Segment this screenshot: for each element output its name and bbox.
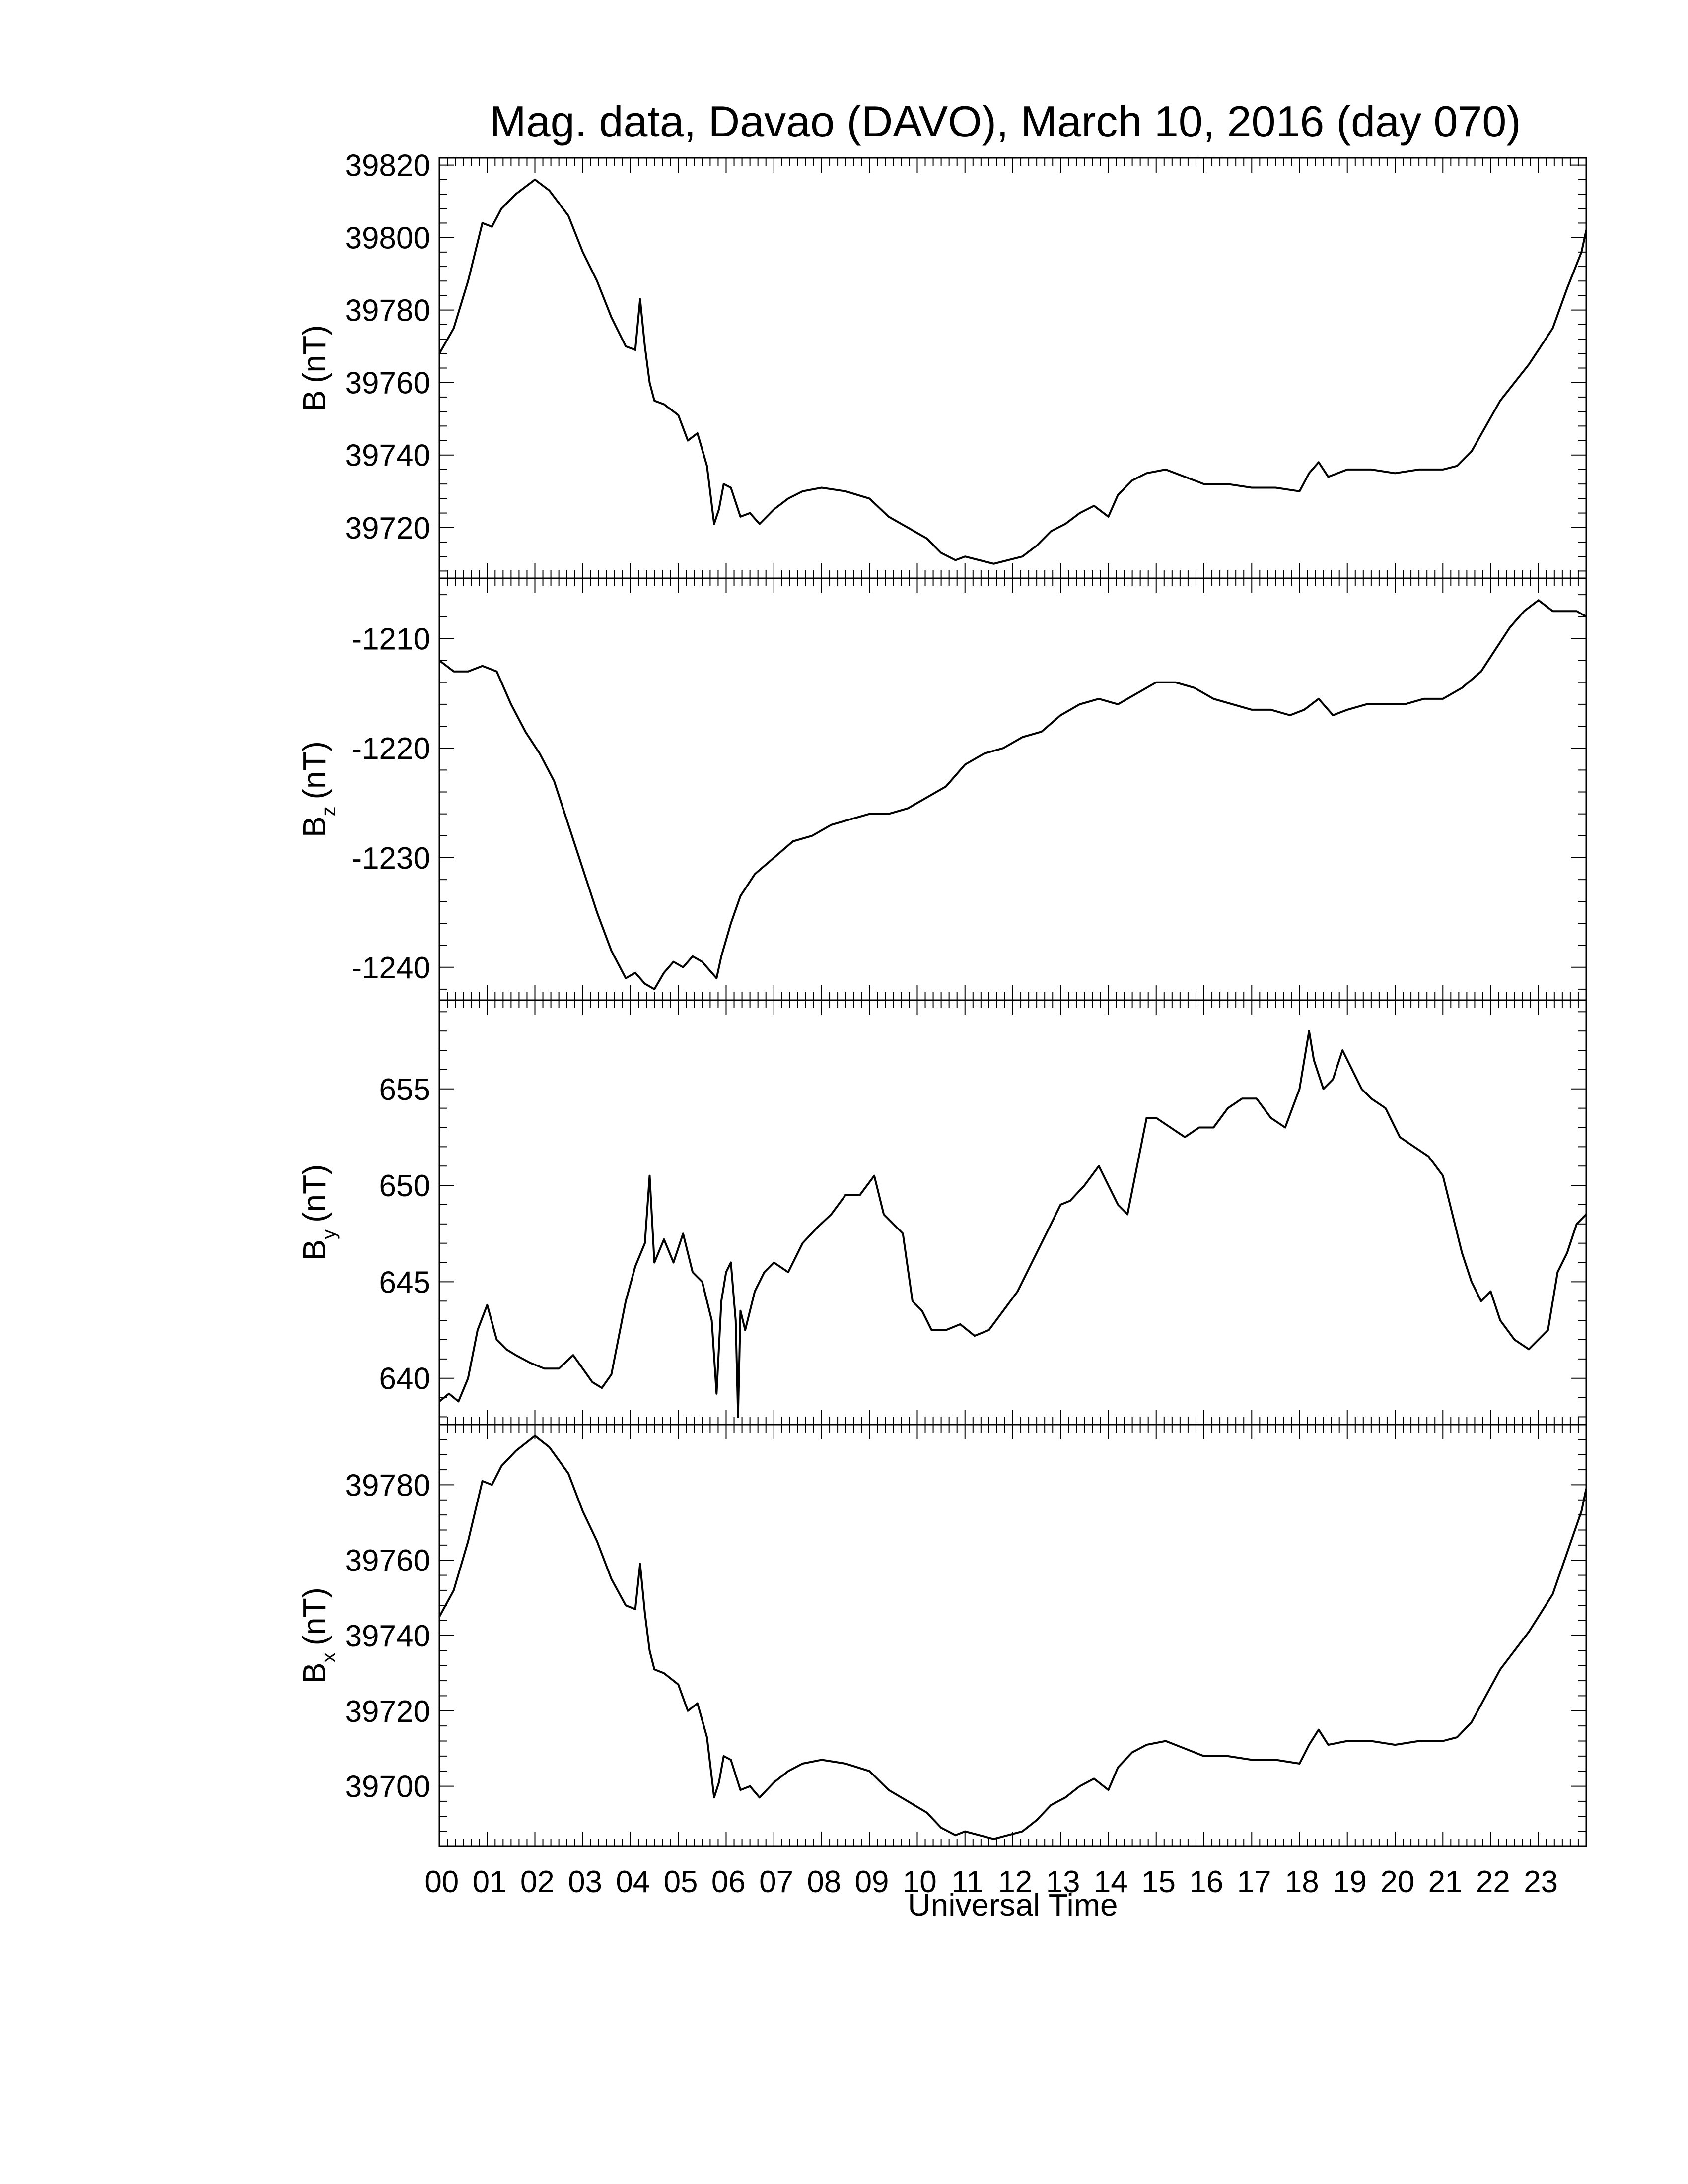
y-axis-label-symbol: B	[296, 390, 332, 411]
y-tick-label: 640	[379, 1362, 430, 1396]
y-tick-label: -1240	[352, 951, 430, 985]
y-tick-label: -1230	[352, 841, 430, 876]
y-axis-label-unit: (nT)	[296, 1587, 332, 1645]
panel-2: -1240 -1230 -1220 -1210 Bz (nT)	[296, 577, 1587, 1001]
y-axis-label-symbol: B	[296, 816, 332, 837]
y-tick-label: 39760	[345, 1544, 430, 1578]
y-tick-label: 645	[379, 1265, 430, 1299]
x-tick-label: 18	[1285, 1865, 1319, 1899]
x-tick-label: 03	[568, 1865, 602, 1899]
series-line	[438, 599, 1587, 990]
x-tick-label: 17	[1237, 1865, 1271, 1899]
x-tick-label: 06	[711, 1865, 746, 1899]
x-tick-label: 08	[807, 1865, 841, 1899]
panel-1: 39720 39740 39760 39780 39800 39820 B (nT)	[296, 149, 1587, 579]
chart-title: Mag. data, Davao (DAVO), March 10, 2016 …	[490, 97, 1521, 146]
y-tick-label: -1210	[352, 622, 430, 656]
y-tick-label: 650	[379, 1169, 430, 1203]
y-axis-label: Bx (nT)	[296, 1587, 340, 1684]
x-tick-label: 22	[1476, 1865, 1510, 1899]
x-tick-label: 20	[1380, 1865, 1414, 1899]
y-tick-label: 39780	[345, 294, 430, 328]
x-tick-label: 09	[855, 1865, 889, 1899]
x-tick-label: 07	[759, 1865, 793, 1899]
y-axis-label-subscript: x	[318, 1652, 340, 1662]
x-tick-label: 04	[616, 1865, 650, 1899]
y-tick-label: 39820	[345, 149, 430, 183]
x-tick-label: 12	[998, 1865, 1032, 1899]
y-tick-label: 39740	[345, 1619, 430, 1653]
x-tick-label: 13	[1046, 1865, 1080, 1899]
y-tick-label: -1220	[352, 732, 430, 766]
x-tick-label: 11	[951, 1865, 983, 1899]
y-axis-label-unit: (nT)	[296, 325, 332, 383]
x-tick-label: 14	[1094, 1865, 1128, 1899]
panel-4: 39700 39720 39740 39760 39780 Bx (nT)	[296, 1424, 1587, 1847]
y-tick-label: 39740	[345, 439, 430, 473]
y-axis-label-symbol: B	[296, 1239, 332, 1261]
y-axis-label: By (nT)	[296, 1164, 340, 1261]
series-line	[438, 1030, 1587, 1418]
x-tick-label: 23	[1524, 1865, 1558, 1899]
y-tick-label: 39800	[345, 221, 430, 256]
x-tick-label: 15	[1141, 1865, 1176, 1899]
y-axis-label-subscript: y	[318, 1229, 340, 1239]
y-tick-label: 39780	[345, 1468, 430, 1502]
y-axis-label: B (nT)	[296, 325, 332, 411]
x-tick-label: 19	[1333, 1865, 1367, 1899]
x-tick-label: 16	[1189, 1865, 1223, 1899]
chart-panels: 397203974039760397803980039820B(nT)-1240…	[296, 149, 1587, 1899]
y-tick-label: 655	[379, 1073, 430, 1107]
x-tick-label: 01	[473, 1865, 507, 1899]
y-tick-label: 39720	[345, 511, 430, 546]
series-line	[438, 1434, 1587, 1840]
x-tick-label: 00	[424, 1865, 459, 1899]
series-line	[438, 178, 1587, 565]
x-tick-label: 05	[664, 1865, 698, 1899]
y-tick-label: 39760	[345, 366, 430, 401]
x-tick-label: 21	[1428, 1865, 1463, 1899]
y-axis-label-symbol: B	[296, 1662, 332, 1684]
x-tick-label: 10	[903, 1865, 937, 1899]
y-axis-label: Bz (nT)	[296, 741, 340, 837]
x-tick-label: 02	[520, 1865, 555, 1899]
y-axis-label-subscript: z	[318, 806, 340, 816]
x-axis-label: Universal Time	[908, 1887, 1118, 1923]
y-tick-label: 39720	[345, 1695, 430, 1729]
y-axis-label-unit: (nT)	[296, 741, 332, 799]
y-axis-label-unit: (nT)	[296, 1164, 332, 1223]
y-tick-label: 39700	[345, 1770, 430, 1804]
